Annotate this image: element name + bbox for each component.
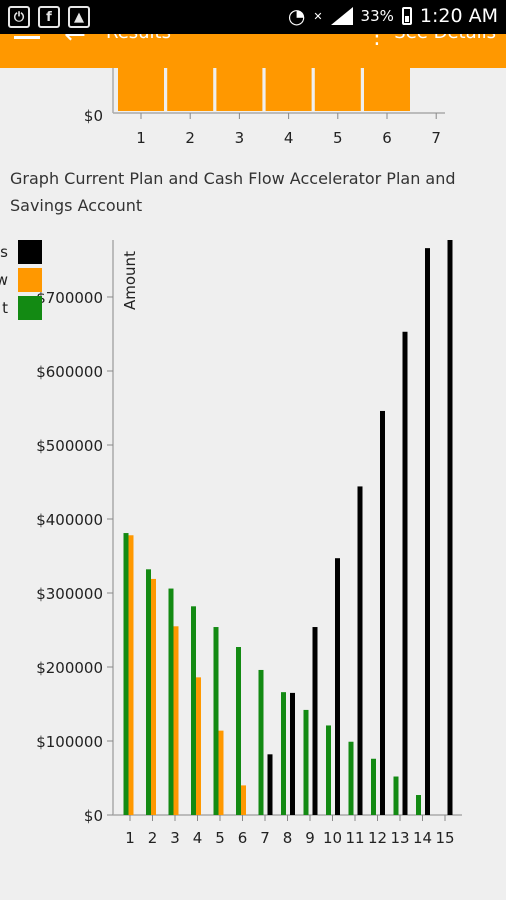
y-tick-label: $700000 (36, 289, 103, 307)
chart-bar (213, 627, 219, 815)
x-tick-label: 11 (345, 829, 364, 847)
clock: 1:20 AM (419, 5, 498, 27)
chart-bar (348, 741, 354, 815)
chart-bar (371, 758, 376, 815)
chart-bar (357, 486, 363, 815)
chart-bar (393, 776, 399, 815)
top-chart-bar (118, 68, 164, 111)
chart-bar (123, 533, 129, 815)
x-tick-label: 9 (305, 829, 315, 847)
legend-swatch (18, 296, 42, 320)
y-tick-label: $300000 (36, 585, 103, 603)
chart-bar (335, 558, 340, 815)
chart-bar (290, 692, 295, 815)
signal-icon (330, 7, 353, 25)
app-bar: ← Results ⋮ See Details (0, 34, 506, 68)
y-tick-label: $200000 (36, 659, 103, 677)
status-bar: ⏻ f ▲ ◔ ✕ 33% 1:20 AM (0, 0, 506, 34)
chart-bar (312, 627, 318, 815)
x-tick-label: 15 (435, 829, 454, 847)
battery-icon (401, 7, 412, 25)
menu-icon[interactable] (14, 34, 40, 44)
chart-bar (241, 785, 246, 815)
mute-icon: ✕ (313, 9, 323, 23)
legend-swatch (18, 268, 42, 292)
notification-icons: ⏻ f ▲ (8, 6, 90, 28)
see-details-button[interactable]: See Details (394, 34, 496, 43)
chart-bar (146, 569, 151, 815)
chart-bar (191, 606, 196, 815)
wifi-icon: ◔ (287, 4, 306, 28)
y-tick-label: $100000 (36, 733, 103, 751)
chart-bar (168, 588, 174, 815)
power-icon: ⏻ (8, 6, 30, 28)
chart-bar (151, 578, 156, 815)
chart-bar (303, 709, 309, 815)
x-tick-label: 2 (148, 829, 158, 847)
chart-bar (425, 248, 430, 816)
chart-bar (281, 692, 286, 815)
app-bar-title: Results (106, 34, 171, 43)
y-tick-label: $400000 (36, 511, 103, 529)
top-chart-bar (364, 68, 410, 111)
legend-label: t (2, 299, 8, 317)
top-chart-x-tick-label: 5 (333, 129, 343, 147)
x-tick-label: 12 (368, 829, 387, 847)
chart-bar (380, 410, 385, 815)
x-tick-label: 4 (193, 829, 203, 847)
chart-bar (402, 331, 408, 815)
y-tick-label: $0 (84, 807, 103, 825)
legend-label: w (0, 271, 8, 289)
top-chart-y-tick-label: $0 (84, 107, 103, 125)
chart-bar (447, 240, 453, 815)
chart-bar (416, 795, 421, 815)
chart-bar (196, 677, 201, 815)
chart-bar (236, 647, 241, 815)
chart-bar (173, 626, 179, 815)
x-tick-label: 8 (283, 829, 293, 847)
x-tick-label: 14 (413, 829, 432, 847)
top-chart-x-tick-label: 2 (185, 129, 195, 147)
y-tick-label: $600000 (36, 363, 103, 381)
x-tick-label: 1 (125, 829, 135, 847)
top-chart-x-tick-label: 4 (284, 129, 294, 147)
chart-bar (267, 754, 273, 815)
system-indicators: ◔ ✕ 33% 1:20 AM (288, 4, 498, 28)
x-tick-label: 10 (323, 829, 342, 847)
image-icon: ▲ (68, 6, 90, 28)
chart-bar (128, 535, 134, 815)
back-arrow-icon[interactable]: ← (64, 34, 86, 50)
top-chart-x-tick-label: 7 (431, 129, 441, 147)
x-tick-label: 7 (260, 829, 270, 847)
chart-title: Graph Current Plan and Cash Flow Acceler… (10, 169, 456, 215)
facebook-icon: f (38, 6, 60, 28)
y-axis-label: Amount (121, 251, 139, 310)
chart-bar (258, 669, 264, 815)
legend-label: s (0, 243, 8, 261)
y-tick-label: $500000 (36, 437, 103, 455)
top-chart-x-tick-label: 1 (136, 129, 146, 147)
top-chart-bar (265, 68, 312, 111)
top-chart-bar (216, 68, 263, 111)
top-chart-x-tick-label: 3 (235, 129, 245, 147)
overflow-menu-icon[interactable]: ⋮ (366, 34, 388, 49)
chart-bar (218, 730, 224, 815)
top-chart-bar (167, 68, 214, 111)
top-chart-bar (314, 68, 361, 111)
chart-bar (326, 725, 331, 815)
x-tick-label: 6 (238, 829, 248, 847)
x-tick-label: 5 (215, 829, 225, 847)
top-chart-x-tick-label: 6 (382, 129, 392, 147)
battery-percent: 33% (360, 7, 394, 25)
legend-swatch (18, 240, 42, 264)
x-tick-label: 13 (390, 829, 409, 847)
x-tick-label: 3 (170, 829, 180, 847)
